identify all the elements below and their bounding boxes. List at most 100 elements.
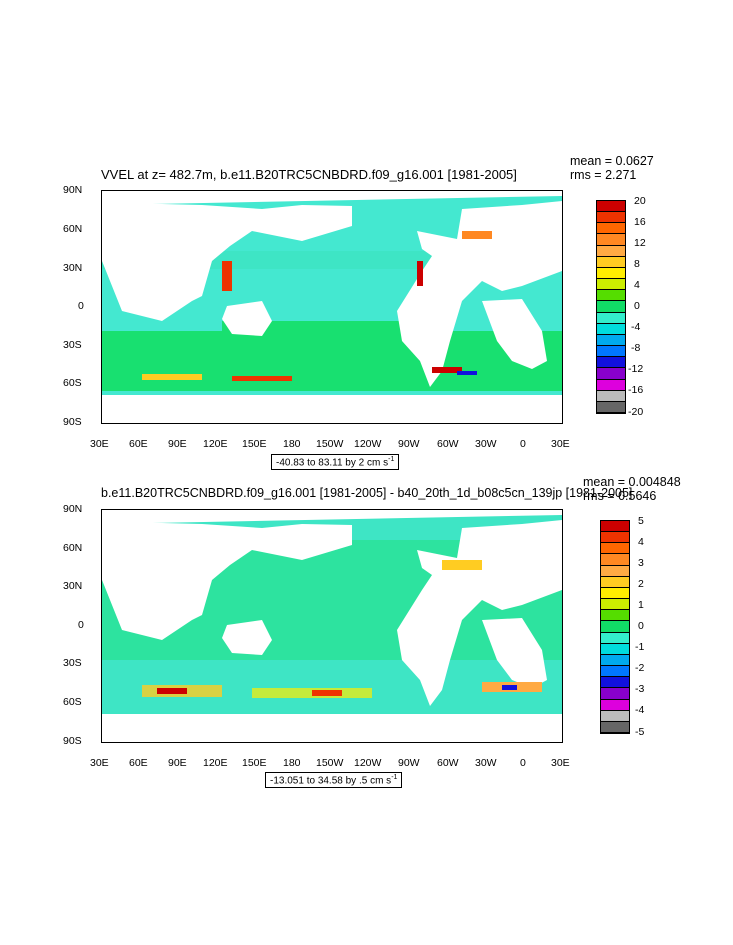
colorbar-label: 12 bbox=[634, 237, 646, 249]
colorbar-swatch bbox=[601, 666, 629, 678]
lon-label: 150E bbox=[242, 757, 267, 769]
colorbar-swatch bbox=[597, 212, 625, 224]
colorbar-swatch bbox=[601, 532, 629, 544]
colorbar-swatch bbox=[597, 267, 625, 280]
colorbar-swatch bbox=[601, 699, 629, 711]
colorbar-label: 4 bbox=[638, 536, 644, 548]
colorbar-swatch bbox=[601, 621, 629, 633]
lat-label: 90N bbox=[63, 184, 83, 196]
colorbar-label: -3 bbox=[635, 683, 645, 695]
colorbar-label: 3 bbox=[638, 557, 644, 569]
colorbar-swatch bbox=[597, 323, 625, 335]
colorbar-label: 0 bbox=[634, 300, 640, 312]
lat-label: 60N bbox=[63, 223, 83, 235]
colorbar-swatch bbox=[601, 587, 629, 600]
colorbar-label: -8 bbox=[631, 342, 641, 354]
lon-label: 30W bbox=[475, 757, 497, 769]
colorbar-swatch bbox=[601, 565, 629, 577]
lon-label: 30E bbox=[90, 757, 109, 769]
colorbar-swatch bbox=[601, 554, 629, 566]
lon-label: 90W bbox=[398, 438, 420, 450]
lon-label: 60W bbox=[437, 438, 459, 450]
colorbar-swatch bbox=[597, 290, 625, 302]
colorbar-label: 0 bbox=[638, 620, 644, 632]
colorbar-swatch bbox=[597, 301, 625, 313]
lon-label: 0 bbox=[520, 757, 526, 769]
colorbar-swatch bbox=[597, 201, 625, 213]
colorbar-swatch bbox=[597, 279, 625, 291]
map-svg bbox=[102, 510, 562, 742]
lon-label: 60E bbox=[129, 757, 148, 769]
colorbar-label: 5 bbox=[638, 515, 644, 527]
lon-label: 90W bbox=[398, 757, 420, 769]
lon-label: 60W bbox=[437, 757, 459, 769]
colorbar-swatch bbox=[597, 346, 625, 358]
colorbar-swatch bbox=[601, 576, 629, 588]
colorbar-label: 16 bbox=[634, 216, 646, 228]
map-title: b.e11.B20TRC5CNBDRD.f09_g16.001 [1981-20… bbox=[101, 486, 633, 500]
rms-stat: rms = 0.5646 bbox=[583, 489, 657, 503]
colorbar-swatch bbox=[601, 543, 629, 555]
colorbar-label: -1 bbox=[635, 641, 645, 653]
colorbar-swatch bbox=[601, 599, 629, 611]
map-title: VVEL at z= 482.7m, b.e11.B20TRC5CNBDRD.f… bbox=[101, 167, 517, 182]
lat-label: 60S bbox=[63, 696, 82, 708]
lat-label: 0 bbox=[78, 300, 84, 312]
colorbar-swatch bbox=[597, 245, 625, 257]
lon-label: 180 bbox=[283, 438, 301, 450]
map-plot bbox=[101, 509, 563, 743]
colorbar-swatch bbox=[597, 312, 625, 324]
range-sup: -1 bbox=[391, 774, 398, 781]
colorbar-swatch bbox=[601, 710, 629, 722]
lat-label: 90N bbox=[63, 503, 83, 515]
colorbar-swatch bbox=[601, 677, 629, 689]
colorbar-label: -4 bbox=[631, 321, 641, 333]
lat-label: 60N bbox=[63, 542, 83, 554]
lat-label: 60S bbox=[63, 377, 82, 389]
lon-label: 30E bbox=[90, 438, 109, 450]
lon-label: 120W bbox=[354, 438, 382, 450]
colorbar-label: -20 bbox=[628, 406, 644, 418]
lat-label: 30N bbox=[63, 580, 83, 592]
lon-label: 0 bbox=[520, 438, 526, 450]
colorbar-swatch bbox=[601, 610, 629, 622]
colorbar-swatch bbox=[601, 643, 629, 655]
lon-label: 90E bbox=[168, 757, 187, 769]
lon-label: 30W bbox=[475, 438, 497, 450]
colorbar-swatch bbox=[597, 368, 625, 380]
lat-label: 0 bbox=[78, 619, 84, 631]
colorbar-swatch bbox=[597, 401, 625, 413]
colorbar-label: -2 bbox=[635, 662, 645, 674]
lon-label: 30E bbox=[551, 438, 570, 450]
lon-label: 150W bbox=[316, 438, 344, 450]
range-text: -13.051 to 34.58 by .5 cm s bbox=[270, 775, 392, 787]
colorbar-label: -5 bbox=[635, 726, 645, 738]
colorbar-swatch bbox=[597, 223, 625, 235]
colorbar-swatch bbox=[601, 654, 629, 667]
colorbar-swatch bbox=[597, 234, 625, 246]
lat-label: 90S bbox=[63, 735, 82, 747]
colorbar-boxes bbox=[600, 520, 630, 734]
lon-label: 60E bbox=[129, 438, 148, 450]
lon-label: 120W bbox=[354, 757, 382, 769]
mean-stat: mean = 0.0627 bbox=[570, 154, 654, 168]
contour-range: -13.051 to 34.58 by .5 cm s-1 bbox=[265, 772, 403, 789]
lon-label: 120E bbox=[203, 438, 228, 450]
colorbar-label: 2 bbox=[638, 578, 644, 590]
lon-label: 90E bbox=[168, 438, 187, 450]
lat-label: 30N bbox=[63, 262, 83, 274]
range-sup: -1 bbox=[388, 456, 395, 463]
lat-label: 30S bbox=[63, 339, 82, 351]
lon-label: 150E bbox=[242, 438, 267, 450]
lat-label: 30S bbox=[63, 657, 82, 669]
colorbar-label: -4 bbox=[635, 704, 645, 716]
colorbar-swatch bbox=[597, 334, 625, 347]
colorbar-swatch bbox=[601, 632, 629, 644]
map-svg bbox=[102, 191, 562, 423]
colorbar-swatch bbox=[601, 688, 629, 700]
lat-label: 90S bbox=[63, 416, 82, 428]
colorbar-swatch bbox=[601, 521, 629, 533]
colorbar-label: -16 bbox=[628, 384, 644, 396]
range-text: -40.83 to 83.11 by 2 cm s bbox=[276, 457, 389, 469]
colorbar-swatch bbox=[597, 256, 625, 268]
